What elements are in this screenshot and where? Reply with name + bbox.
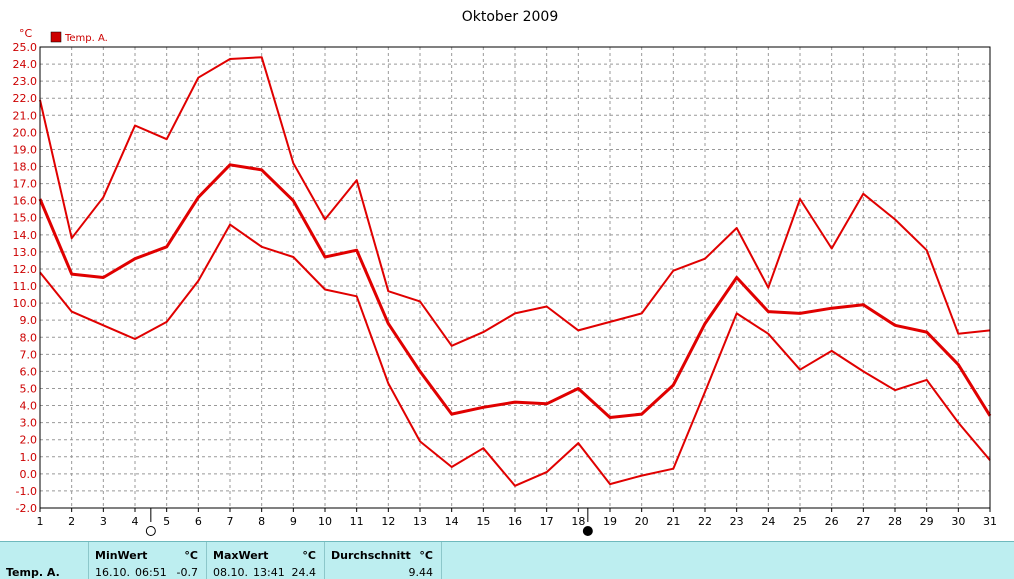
min-header: MinWert — [95, 549, 148, 562]
legend-swatch — [50, 31, 62, 43]
x-tick-label: 13 — [413, 515, 427, 528]
y-tick-label: 4.0 — [20, 400, 38, 413]
x-tick-label: 26 — [825, 515, 839, 528]
y-tick-label: 0.0 — [20, 468, 38, 481]
x-tick-label: 19 — [603, 515, 617, 528]
min-unit: °C — [184, 549, 198, 562]
series-line-max — [39, 56, 991, 347]
legend-label: Temp. A. — [64, 33, 108, 44]
x-tick-label: 14 — [445, 515, 459, 528]
x-tick-label: 7 — [227, 515, 234, 528]
avg-unit: °C — [419, 549, 433, 562]
y-tick-label: 25.0 — [13, 41, 38, 54]
y-tick-label: 1.0 — [20, 451, 38, 464]
x-tick-label: 15 — [476, 515, 490, 528]
series-lines — [38, 56, 992, 487]
max-header: MaxWert — [213, 549, 269, 562]
x-tick-labels: 1 2 3 4 5 6 7 8 9 10 11 12 13 14 15 16 17 18 19 20 21 22 23 24 2… — [37, 508, 997, 528]
avg-cell: Durchschnitt °C 9.44 — [324, 542, 441, 579]
avg-header: Durchschnitt — [331, 549, 411, 562]
x-tick-label: 29 — [920, 515, 934, 528]
y-tick-label: 5.0 — [20, 382, 38, 395]
max-date: 08.10. — [213, 566, 248, 579]
y-tick-label: 20.0 — [13, 126, 38, 139]
x-tick-label: 25 — [793, 515, 807, 528]
stats-row-label: Temp. A. — [6, 566, 60, 579]
x-tick-label: 18 — [571, 515, 585, 528]
min-cell: MinWert °C 16.10. 06:51 -0.7 — [88, 542, 206, 579]
y-tick-label: 15.0 — [13, 212, 38, 225]
moon-phases — [145, 508, 593, 536]
x-tick-label: 6 — [195, 515, 202, 528]
y-tick-label: 6.0 — [20, 365, 38, 378]
max-value: 24.4 — [291, 566, 317, 579]
x-tick-label: 9 — [290, 515, 297, 528]
x-tick-label: 30 — [951, 515, 965, 528]
x-tick-label: 22 — [698, 515, 712, 528]
y-tick-label: 3.0 — [20, 417, 38, 430]
y-axis-unit: °C — [19, 27, 33, 40]
x-tick-label: 10 — [318, 515, 332, 528]
x-tick-label: 17 — [540, 515, 554, 528]
x-tick-label: 31 — [983, 515, 997, 528]
y-tick-label: -2.0 — [16, 502, 37, 515]
new-moon-icon — [582, 526, 593, 536]
stats-bar: Temp. A. MinWert °C 16.10. 06:51 -0.7 Ma… — [0, 541, 1014, 579]
y-tick-label: 10.0 — [13, 297, 38, 310]
x-tick-label: 2 — [68, 515, 75, 528]
x-tick-label: 12 — [381, 515, 395, 528]
x-tick-label: 24 — [761, 515, 775, 528]
y-tick-label: 18.0 — [13, 161, 38, 174]
x-tick-label: 16 — [508, 515, 522, 528]
min-date: 16.10. — [95, 566, 130, 579]
stats-empty-cell — [441, 542, 1014, 579]
full-moon-icon — [145, 526, 156, 536]
y-tick-label: -1.0 — [16, 485, 37, 498]
x-tick-label: 23 — [730, 515, 744, 528]
y-tick-label: 14.0 — [13, 229, 38, 242]
x-tick-label: 8 — [258, 515, 265, 528]
y-tick-label: 17.0 — [13, 178, 38, 191]
y-tick-label: 11.0 — [13, 280, 38, 293]
x-tick-label: 20 — [635, 515, 649, 528]
max-cell: MaxWert °C 08.10. 13:41 24.4 — [206, 542, 324, 579]
grid — [40, 47, 990, 508]
y-tick-label: 22.0 — [13, 92, 38, 105]
y-tick-label: 23.0 — [13, 75, 38, 88]
max-time: 13:41 — [253, 566, 285, 579]
stats-row-label-cell: Temp. A. — [0, 542, 88, 579]
series-line-avg — [38, 163, 992, 419]
temperature-chart: Oktober 2009 °C Temp. A. -2.0 -1.0 0.0 1.0 2… — [13, 9, 997, 536]
y-tick-labels: -2.0 -1.0 0.0 1.0 2.0 3.0 4.0 5.0 6.0 7.0 8.0 9.0 10… — [13, 41, 38, 515]
y-tick-label: 16.0 — [13, 195, 38, 208]
y-tick-label: 9.0 — [20, 314, 38, 327]
x-tick-label: 11 — [350, 515, 364, 528]
y-tick-label: 2.0 — [20, 434, 38, 447]
y-tick-label: 13.0 — [13, 246, 38, 259]
avg-value: 9.44 — [408, 566, 434, 579]
x-tick-label: 1 — [37, 515, 44, 528]
min-time: 06:51 — [135, 566, 167, 579]
max-unit: °C — [302, 549, 316, 562]
y-tick-label: 8.0 — [20, 331, 38, 344]
x-tick-label: 3 — [100, 515, 107, 528]
y-tick-label: 24.0 — [13, 58, 38, 71]
x-tick-label: 28 — [888, 515, 902, 528]
x-tick-label: 21 — [666, 515, 680, 528]
x-tick-label: 27 — [856, 515, 870, 528]
series-line-min — [39, 223, 991, 487]
x-tick-label: 4 — [132, 515, 139, 528]
y-tick-label: 12.0 — [13, 263, 38, 276]
chart-title: Oktober 2009 — [462, 9, 559, 25]
y-tick-label: 21.0 — [13, 109, 38, 122]
y-tick-label: 19.0 — [13, 143, 38, 156]
x-tick-label: 5 — [163, 515, 170, 528]
y-tick-label: 7.0 — [20, 348, 38, 361]
min-value: -0.7 — [176, 566, 198, 579]
